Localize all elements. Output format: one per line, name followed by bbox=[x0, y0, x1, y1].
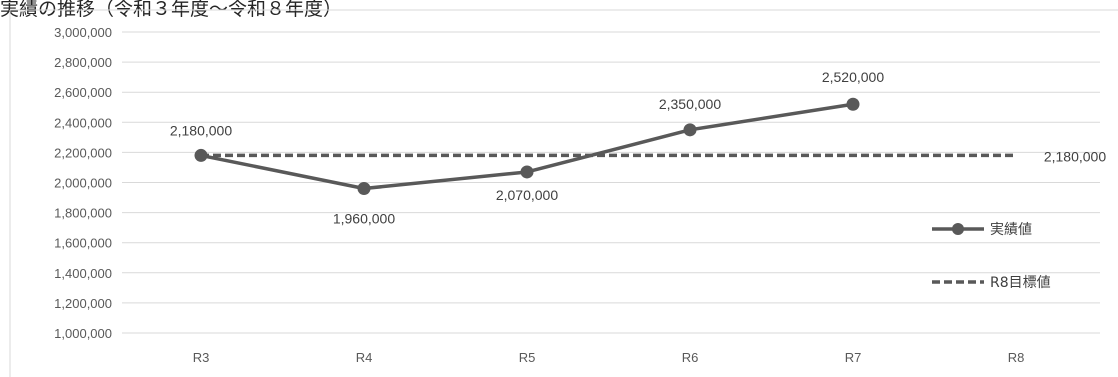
data-point bbox=[520, 165, 534, 179]
plot-frame bbox=[9, 9, 1118, 377]
y-tick-label: 1,600,000 bbox=[54, 236, 112, 251]
data-labels: 2,180,000 1,960,000 2,070,000 2,350,000 2,52… bbox=[170, 69, 1106, 226]
legend: 実績値 R8目標値 bbox=[932, 222, 1051, 291]
x-tick-label: R4 bbox=[356, 350, 373, 365]
data-label: 2,350,000 bbox=[659, 96, 721, 112]
data-point bbox=[194, 148, 208, 162]
series-group bbox=[194, 97, 1016, 196]
legend-label-actual: 実績値 bbox=[990, 222, 1032, 238]
data-point bbox=[846, 97, 860, 111]
y-tick-label: 2,600,000 bbox=[54, 85, 112, 100]
legend-label-target: R8目標値 bbox=[990, 275, 1051, 291]
y-tick-label: 1,400,000 bbox=[54, 266, 112, 281]
y-tick-label: 1,000,000 bbox=[54, 326, 112, 341]
data-label: 2,180,000 bbox=[170, 122, 232, 138]
y-tick-label: 2,800,000 bbox=[54, 55, 112, 70]
x-tick-label: R5 bbox=[519, 350, 536, 365]
y-tick-label: 2,200,000 bbox=[54, 145, 112, 160]
x-tick-label: R3 bbox=[193, 350, 210, 365]
legend-marker-actual bbox=[952, 223, 964, 235]
y-tick-label: 2,400,000 bbox=[54, 115, 112, 130]
y-tick-label: 1,800,000 bbox=[54, 206, 112, 221]
x-axis-ticks: R3 R4 R5 R6 R7 R8 bbox=[193, 350, 1025, 365]
gridlines bbox=[122, 31, 1100, 334]
x-tick-label: R6 bbox=[682, 350, 699, 365]
y-tick-label: 1,200,000 bbox=[54, 296, 112, 311]
data-label: 2,070,000 bbox=[496, 187, 558, 203]
y-tick-label: 3,000,000 bbox=[54, 25, 112, 40]
data-point bbox=[683, 123, 697, 137]
data-label-target: 2,180,000 bbox=[1044, 148, 1106, 164]
data-point bbox=[357, 182, 371, 196]
y-axis-ticks: 1,000,000 1,200,000 1,400,000 1,600,000 1,80… bbox=[54, 25, 112, 341]
data-label: 2,520,000 bbox=[822, 69, 884, 85]
x-tick-label: R8 bbox=[1008, 350, 1025, 365]
data-label: 1,960,000 bbox=[333, 211, 395, 227]
x-tick-label: R7 bbox=[845, 350, 862, 365]
y-tick-label: 2,000,000 bbox=[54, 176, 112, 191]
